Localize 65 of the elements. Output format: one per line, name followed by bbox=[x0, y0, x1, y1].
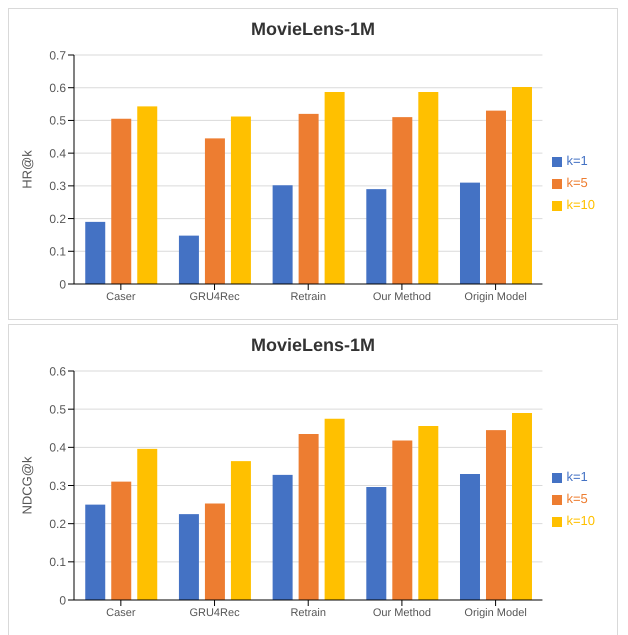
bar bbox=[460, 182, 480, 284]
y-tick-label: 0.4 bbox=[49, 146, 66, 160]
bar bbox=[366, 189, 386, 284]
y-tick-label: 0.1 bbox=[49, 244, 66, 259]
bar bbox=[230, 116, 251, 284]
bar bbox=[392, 440, 412, 600]
y-tick-label: 0.2 bbox=[49, 212, 66, 226]
y-tick-label: 0 bbox=[59, 593, 66, 608]
y-tick-label: 0.5 bbox=[49, 114, 66, 128]
y-tick-label: 0.3 bbox=[49, 478, 66, 493]
y-tick-label: 0.6 bbox=[49, 80, 66, 95]
y-axis-title: NDCG@k bbox=[20, 456, 35, 514]
x-tick-label: Origin Model bbox=[464, 290, 527, 303]
bar bbox=[111, 482, 132, 600]
bar bbox=[178, 236, 199, 284]
legend-label: k=10 bbox=[566, 197, 595, 212]
y-tick-label: 0.2 bbox=[49, 516, 66, 531]
bar bbox=[204, 503, 225, 600]
bar bbox=[324, 92, 345, 284]
x-tick-label: Retrain bbox=[290, 606, 326, 619]
x-tick-label: GRU4Rec bbox=[189, 606, 240, 619]
bar bbox=[486, 110, 506, 284]
legend-label: k=1 bbox=[566, 153, 588, 168]
legend-label: k=10 bbox=[566, 513, 595, 528]
bar bbox=[460, 474, 480, 600]
bar bbox=[111, 118, 132, 284]
x-tick-label: Our Method bbox=[372, 290, 431, 303]
bar bbox=[298, 434, 319, 600]
x-tick-label: Our Method bbox=[372, 606, 431, 619]
bar bbox=[85, 504, 106, 600]
x-tick-label: Caser bbox=[106, 606, 136, 619]
chart-title: MovieLens-1M bbox=[250, 18, 376, 41]
bar bbox=[298, 114, 319, 284]
y-tick-label: 0.6 bbox=[49, 364, 66, 378]
bar bbox=[137, 106, 158, 284]
bar bbox=[272, 474, 293, 600]
x-tick-label: Origin Model bbox=[464, 606, 527, 619]
chart-title: MovieLens-1M bbox=[250, 334, 376, 357]
bar bbox=[204, 138, 225, 284]
x-tick-label: Caser bbox=[106, 290, 136, 303]
bar bbox=[85, 222, 106, 284]
legend-label: k=1 bbox=[566, 469, 588, 484]
x-tick-label: GRU4Rec bbox=[189, 290, 240, 303]
y-tick-label: 0.3 bbox=[49, 179, 66, 194]
bar bbox=[418, 92, 438, 284]
bar bbox=[272, 185, 293, 284]
legend-label: k=5 bbox=[566, 491, 588, 506]
bar bbox=[137, 448, 158, 600]
bar bbox=[366, 487, 386, 600]
y-tick-label: 0.7 bbox=[49, 48, 66, 62]
legend-label: k=5 bbox=[566, 175, 588, 190]
bar bbox=[230, 461, 251, 600]
bar bbox=[486, 430, 506, 600]
bar bbox=[324, 418, 345, 600]
bar bbox=[512, 87, 532, 284]
y-tick-label: 0.5 bbox=[49, 402, 66, 416]
x-tick-label: Retrain bbox=[290, 290, 326, 303]
y-tick-label: 0.1 bbox=[49, 555, 66, 570]
bar bbox=[178, 514, 199, 600]
y-tick-label: 0.4 bbox=[49, 440, 66, 455]
y-axis-title: HR@k bbox=[20, 150, 35, 189]
bar bbox=[512, 412, 532, 600]
y-tick-label: 0 bbox=[59, 277, 66, 292]
bar bbox=[392, 117, 412, 284]
bar bbox=[418, 426, 438, 600]
